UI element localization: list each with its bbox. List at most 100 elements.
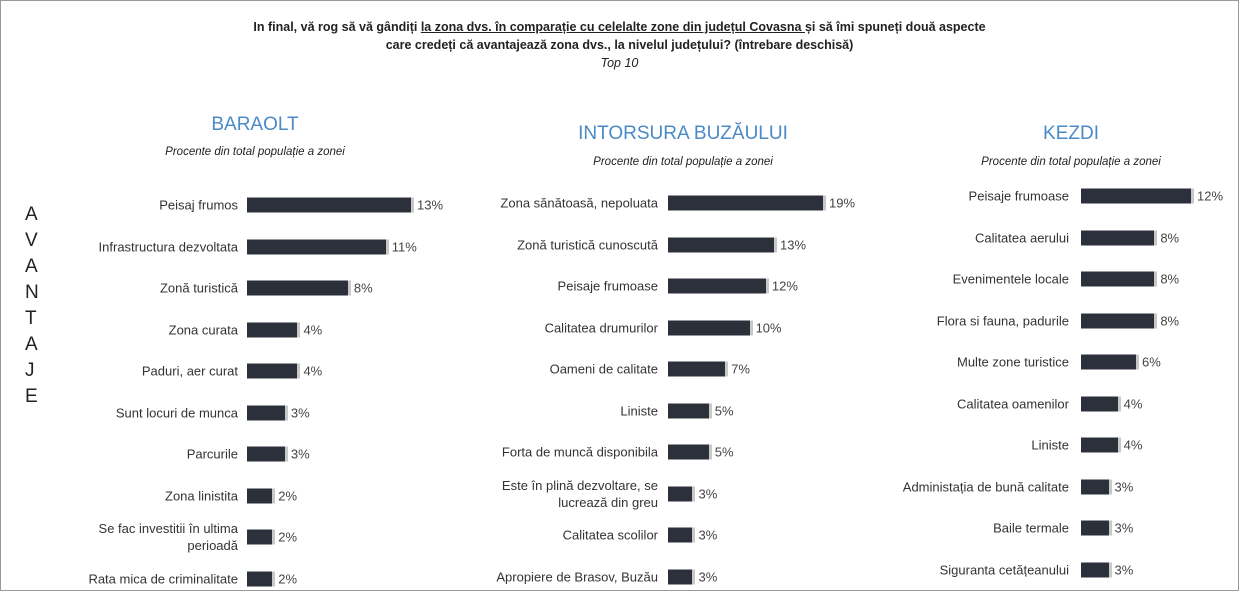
panel-subtitle: Procente din total populație a zonei	[981, 156, 1161, 168]
category-label: Rata mica de criminalitate	[88, 571, 238, 586]
value-label: 11%	[391, 239, 417, 254]
bar	[1081, 562, 1109, 577]
category-label: Oameni de calitate	[549, 361, 658, 377]
bar	[1081, 313, 1155, 328]
value-label: 19%	[829, 195, 856, 211]
bar	[247, 571, 273, 586]
title-part: In final, vă rog să vă gândiți	[253, 20, 421, 34]
bar	[247, 197, 411, 213]
value-label: 6%	[1142, 354, 1161, 370]
value-label: 4%	[303, 322, 323, 337]
bar	[1081, 520, 1109, 536]
value-label: 12%	[771, 278, 798, 294]
bar	[1081, 188, 1191, 204]
category-label: Flora si fauna, padurile	[936, 313, 1069, 328]
value-label: 2%	[278, 488, 298, 503]
bar	[247, 405, 285, 420]
value-label: 8%	[353, 280, 373, 296]
category-label: Calitatea scolilor	[562, 527, 658, 543]
panel-title: INTORSURA BUZĂULUI	[578, 123, 788, 144]
bar	[668, 320, 750, 335]
panel-subtitle: Procente din total populație a zonei	[593, 156, 773, 168]
value-label: 8%	[1160, 271, 1180, 287]
bar	[1081, 354, 1136, 370]
value-label: 2%	[278, 529, 298, 545]
side-letter: T	[25, 308, 37, 329]
bar	[1081, 437, 1118, 453]
bar	[247, 363, 298, 379]
side-letter: A	[25, 256, 38, 277]
value-label: 4%	[1123, 437, 1143, 453]
bar	[668, 569, 693, 584]
value-label: 3%	[290, 405, 310, 420]
bar	[668, 527, 693, 543]
value-label: 3%	[1114, 520, 1134, 536]
category-label: Peisaje frumoase	[968, 188, 1069, 204]
category-label: Parcurile	[186, 446, 238, 462]
side-letter: E	[25, 386, 38, 407]
value-label: 5%	[714, 403, 734, 418]
value-label: 12%	[1197, 188, 1224, 204]
bar	[1081, 479, 1109, 494]
category-label: Calitatea drumurilor	[544, 320, 658, 335]
bar	[247, 446, 285, 462]
value-label: 7%	[731, 361, 750, 377]
bar	[1081, 396, 1118, 411]
bar	[247, 239, 386, 254]
value-label: 8%	[1160, 230, 1180, 245]
bar	[247, 322, 298, 337]
category-label: Peisaj frumos	[159, 197, 238, 213]
side-letter: J	[25, 360, 35, 381]
value-label: 13%	[780, 237, 807, 252]
value-label: 10%	[755, 320, 782, 335]
panel-title: KEZDI	[1043, 123, 1099, 144]
category-label: Baile termale	[993, 520, 1069, 536]
bar	[668, 444, 709, 460]
title-part: la zona dvs. în comparație cu celelalte …	[420, 20, 805, 34]
side-letter: A	[25, 204, 38, 225]
category-label: Zonă turistică cunoscută	[517, 237, 658, 252]
value-label: 5%	[714, 444, 734, 460]
value-label: 4%	[303, 363, 323, 379]
value-label: 3%	[290, 446, 310, 462]
panel-title: BARAOLT	[211, 114, 299, 135]
category-label: Zona sănătoasă, nepoluata	[500, 195, 658, 211]
category-label: Zonă turistică	[159, 280, 238, 296]
value-label: 3%	[1114, 479, 1134, 494]
category-label: Calitatea aerului	[975, 230, 1069, 245]
category-label: Administația de bună calitate	[902, 479, 1069, 494]
value-label: 3%	[698, 527, 718, 543]
category-label: Liniste	[620, 403, 658, 418]
category-label: Infrastructura dezvoltata	[98, 239, 238, 254]
category-label: Apropiere de Brasov, Buzău	[496, 569, 658, 584]
value-label: 13%	[417, 197, 444, 213]
bar	[1081, 230, 1155, 245]
category-label: Calitatea oamenilor	[956, 396, 1069, 411]
category-label: Este în plină dezvoltare, se lucrează di…	[501, 477, 658, 510]
bar	[668, 361, 726, 377]
bar	[668, 486, 693, 501]
value-label: 4%	[1123, 396, 1143, 411]
side-letter: N	[25, 282, 39, 303]
category-label: Se fac investitii în ultima perioadă	[98, 521, 238, 553]
bar	[247, 488, 273, 503]
panel-subtitle: Procente din total populație a zonei	[165, 146, 345, 158]
value-label: 3%	[698, 486, 718, 501]
title-part: și să îmi spuneți două aspecte	[804, 20, 986, 34]
category-label: Paduri, aer curat	[141, 363, 238, 379]
category-label: Zona linistita	[165, 488, 238, 503]
title-line: In final, vă rog să vă gândiți la zona d…	[1, 20, 1238, 34]
value-label: 3%	[1114, 562, 1134, 577]
bar	[247, 529, 273, 545]
category-label: Zona curata	[168, 322, 238, 337]
value-label: 3%	[698, 569, 718, 584]
bar	[668, 278, 766, 294]
bar	[668, 237, 775, 252]
category-label: Sunt locuri de munca	[115, 405, 238, 420]
value-label: 2%	[278, 571, 298, 586]
category-label: Multe zone turistice	[957, 354, 1069, 370]
category-label: Liniste	[1031, 437, 1069, 453]
category-label: Peisaje frumoase	[557, 278, 658, 294]
value-label: 8%	[1160, 313, 1180, 328]
side-letter: V	[25, 230, 38, 251]
